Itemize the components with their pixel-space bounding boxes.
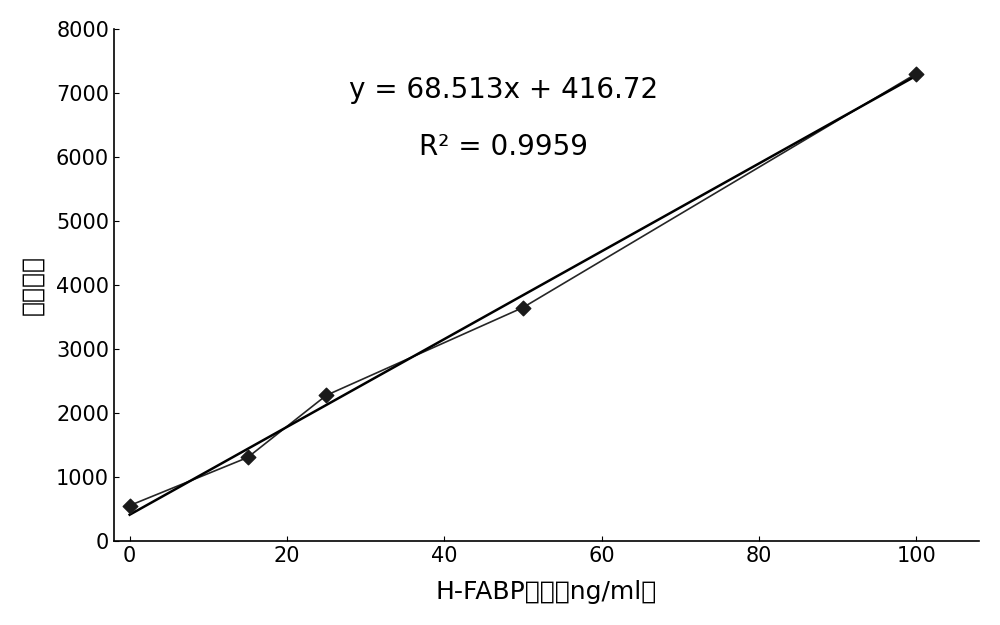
Point	[908, 69, 924, 79]
X-axis label: H-FABP浓度（ng/ml）: H-FABP浓度（ng/ml）	[436, 580, 657, 604]
Text: R² = 0.9959: R² = 0.9959	[419, 132, 588, 161]
Point	[318, 391, 334, 401]
Y-axis label: 荧光强度: 荧光强度	[21, 255, 45, 315]
Text: y = 68.513x + 416.72: y = 68.513x + 416.72	[349, 76, 658, 104]
Point	[240, 452, 256, 462]
Point	[515, 302, 531, 312]
Point	[122, 501, 138, 511]
